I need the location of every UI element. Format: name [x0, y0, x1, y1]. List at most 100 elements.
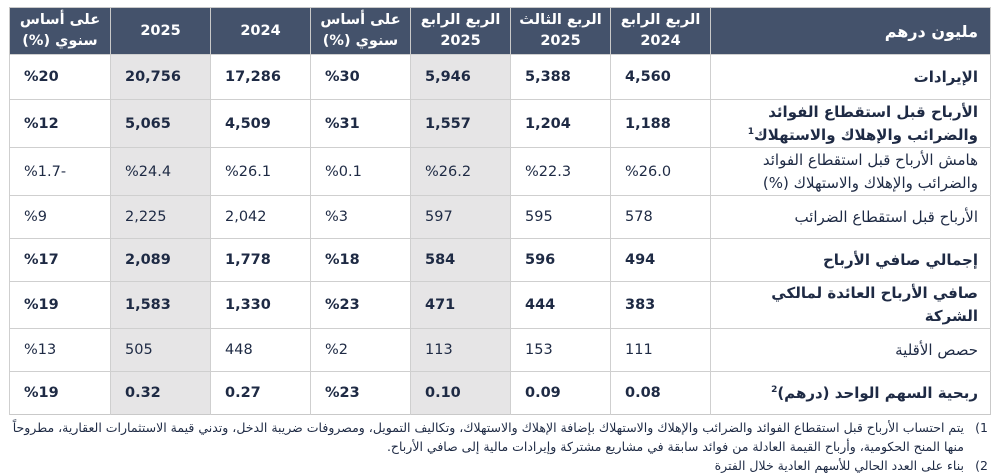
cell-quarter-yoy: %3 — [310, 195, 411, 239]
cell-q4-2024: 0.08 — [610, 371, 711, 415]
cell-quarter-yoy: %23 — [310, 371, 411, 415]
header-line: الربع الرابع — [620, 12, 701, 28]
row-label-text: الأرباح قبل استقطاع الضرائب — [794, 207, 978, 226]
table-row-revenue: الإيرادات 4,560 5,388 5,946 %30 17,286 2… — [9, 54, 991, 100]
footnote-2: 2) بناء على العدد الحالي للأسهم العادية … — [9, 456, 988, 475]
row-label-text: صافي الأرباح العائدة لمالكي الشركة — [771, 284, 978, 325]
header-q3-2025: الربع الثالث 2025 — [510, 7, 611, 55]
cell-q4-2025: 5,946 — [410, 54, 511, 100]
financial-summary: مليون درهم الربع الرابع 2024 الربع الثال… — [9, 7, 991, 475]
cell-q3-2025: 0.09 — [510, 371, 611, 415]
table-row-ebitda: الأرباح قبل استقطاع الفوائد والضرائب وال… — [9, 99, 991, 148]
cell-fy-2024: 0.27 — [210, 371, 311, 415]
row-label: ربحية السهم الواحد (درهم)2 — [710, 371, 991, 415]
cell-quarter-yoy: %30 — [310, 54, 411, 100]
cell-fy-2025: 505 — [110, 328, 211, 372]
table-row-total-net-profit: إجمالي صافي الأرباح 494 596 584 %18 1,77… — [9, 238, 991, 282]
cell-annual-yoy: %13 — [9, 328, 111, 372]
cell-fy-2025: 2,089 — [110, 238, 211, 282]
cell-quarter-yoy: %23 — [310, 281, 411, 329]
cell-fy-2024: 1,330 — [210, 281, 311, 329]
row-label: صافي الأرباح العائدة لمالكي الشركة — [710, 281, 991, 329]
header-quarter-yoy: على أساس سنوي (%) — [310, 7, 411, 55]
header-line: 2024 — [240, 22, 281, 39]
header-line: 2025 — [540, 33, 581, 49]
cell-fy-2025: 0.32 — [110, 371, 211, 415]
cell-q3-2025: 153 — [510, 328, 611, 372]
row-label-text: الأرباح قبل استقطاع الفوائد والضرائب وال… — [753, 102, 978, 144]
cell-fy-2025: 1,583 — [110, 281, 211, 329]
cell-q4-2024: 111 — [610, 328, 711, 372]
header-line: الربع الثالث — [519, 12, 602, 28]
header-line: سنوي (%) — [322, 33, 399, 49]
cell-fy-2025: 20,756 — [110, 54, 211, 100]
cell-q4-2025: 1,557 — [410, 99, 511, 148]
cell-quarter-yoy: %0.1 — [310, 147, 411, 196]
cell-q4-2025: 597 — [410, 195, 511, 239]
cell-annual-yoy: %19 — [9, 281, 111, 329]
row-label: الأرباح قبل استقطاع الفوائد والضرائب وال… — [710, 99, 991, 148]
cell-q4-2024: 494 — [610, 238, 711, 282]
cell-quarter-yoy: %2 — [310, 328, 411, 372]
table-row-eps: ربحية السهم الواحد (درهم)2 0.08 0.09 0.1… — [9, 371, 991, 415]
header-line: 2025 — [140, 22, 181, 39]
cell-q4-2025: 471 — [410, 281, 511, 329]
cell-quarter-yoy: %31 — [310, 99, 411, 148]
cell-q3-2025: 444 — [510, 281, 611, 329]
header-q4-2024: الربع الرابع 2024 — [610, 7, 711, 55]
header-line: على أساس — [320, 12, 401, 28]
row-label: الأرباح قبل استقطاع الضرائب — [710, 195, 991, 239]
cell-annual-yoy: %12 — [9, 99, 111, 148]
footnote-number: 1) — [975, 420, 988, 435]
row-label: إجمالي صافي الأرباح — [710, 238, 991, 282]
cell-fy-2024: 2,042 — [210, 195, 311, 239]
cell-q4-2024: 578 — [610, 195, 711, 239]
cell-q3-2025: 1,204 — [510, 99, 611, 148]
footnote-1: 1) يتم احتساب الأرباح قبل استقطاع الفوائ… — [9, 418, 988, 456]
header-line: 2025 — [440, 33, 481, 49]
footnote-text: بناء على العدد الحالي للأسهم العادية خلا… — [714, 458, 964, 473]
financial-results-table: مليون درهم الربع الرابع 2024 الربع الثال… — [9, 7, 991, 415]
cell-fy-2025: 5,065 — [110, 99, 211, 148]
footnotes: 1) يتم احتساب الأرباح قبل استقطاع الفوائ… — [9, 418, 990, 475]
cell-q3-2025: 596 — [510, 238, 611, 282]
cell-q4-2025: 584 — [410, 238, 511, 282]
row-label-text: الإيرادات — [913, 67, 978, 86]
header-annual-yoy: على أساس سنوي (%) — [9, 7, 111, 55]
cell-q4-2024: %26.0 — [610, 147, 711, 196]
row-label-text: هامش الأرباح قبل استقطاع الفوائد والضرائ… — [762, 150, 978, 192]
cell-q4-2024: 383 — [610, 281, 711, 329]
header-line: على أساس — [19, 12, 101, 28]
cell-q4-2025: %26.2 — [410, 147, 511, 196]
cell-annual-yoy: %17 — [9, 238, 111, 282]
header-unit-label: مليون درهم — [710, 7, 991, 55]
row-label: حصص الأقلية — [710, 328, 991, 372]
row-label-text: حصص الأقلية — [895, 340, 978, 359]
cell-annual-yoy: %9 — [9, 195, 111, 239]
cell-fy-2024: %26.1 — [210, 147, 311, 196]
footnote-ref: 1 — [747, 126, 754, 137]
cell-q3-2025: 5,388 — [510, 54, 611, 100]
row-label: هامش الأرباح قبل استقطاع الفوائد والضرائ… — [710, 147, 991, 196]
cell-q4-2024: 4,560 — [610, 54, 711, 100]
cell-q4-2024: 1,188 — [610, 99, 711, 148]
row-label-text: ربحية السهم الواحد (درهم) — [777, 383, 978, 402]
cell-fy-2025: 2,225 — [110, 195, 211, 239]
cell-fy-2025: %24.4 — [110, 147, 211, 196]
header-q4-2025: الربع الرابع 2025 — [410, 7, 511, 55]
footnote-text: يتم احتساب الأرباح قبل استقطاع الفوائد و… — [12, 420, 964, 454]
header-line: سنوي (%) — [22, 33, 98, 49]
row-label-text: إجمالي صافي الأرباح — [822, 250, 978, 269]
header-fy-2025: 2025 — [110, 7, 211, 55]
row-label: الإيرادات — [710, 54, 991, 100]
header-line: 2024 — [640, 33, 681, 49]
cell-fy-2024: 448 — [210, 328, 311, 372]
cell-fy-2024: 4,509 — [210, 99, 311, 148]
table-row-minority-interests: حصص الأقلية 111 153 113 %2 448 505 %13 — [9, 328, 991, 372]
cell-fy-2024: 17,286 — [210, 54, 311, 100]
table-row-net-profit-owners: صافي الأرباح العائدة لمالكي الشركة 383 4… — [9, 281, 991, 329]
header-line: الربع الرابع — [420, 12, 501, 28]
footnote-ref: 2 — [771, 384, 778, 395]
header-fy-2024: 2024 — [210, 7, 311, 55]
cell-q4-2025: 113 — [410, 328, 511, 372]
